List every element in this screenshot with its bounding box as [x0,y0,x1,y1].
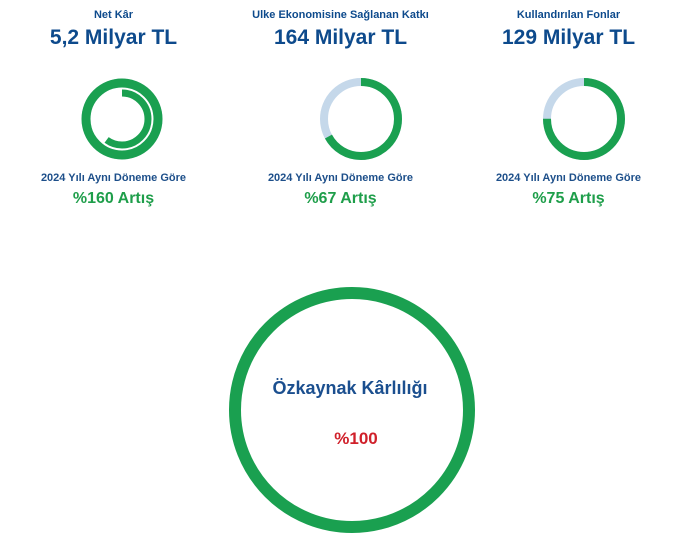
ring-fill-inner [92,89,152,149]
roe-title: Özkaynak Kârlılığı [272,378,428,398]
ring-fill [320,78,402,160]
kpi-change: %75 Artış [532,190,605,207]
kpi-label: Kullandırılan Fonlar [516,9,621,21]
progress-ring [543,78,625,160]
roe-ring-fill [229,287,475,533]
kpi-value: 164 Milyar TL [273,26,408,49]
ring-fill-outer [81,78,163,160]
progress-ring [320,78,402,160]
roe-value: %100 [334,429,378,448]
kpi-period: 2024 Yılı Aynı Döneme Göre [495,172,642,184]
ring-fill [543,78,625,160]
kpi-value: 5,2 Milyar TL [49,26,178,49]
kpi-period: 2024 Yılı Aynı Döneme Göre [267,172,414,184]
kpi-label: Ulke Ekonomisine Sağlanan Katkı [252,9,429,21]
kpi-change: %160 Artış [72,190,155,207]
kpi-period: 2024 Yılı Aynı Döneme Göre [40,172,187,184]
kpi-change: %67 Artış [304,190,377,207]
progress-ring [81,78,163,160]
kpi-value: 129 Milyar TL [501,26,636,49]
roe-ring [229,287,475,533]
kpi-label: Net Kâr [93,9,134,21]
